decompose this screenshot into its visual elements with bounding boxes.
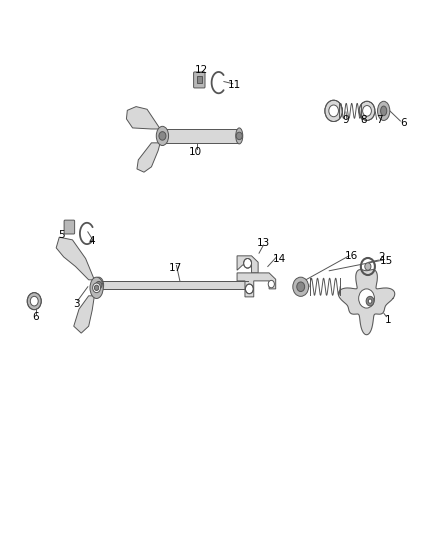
- Circle shape: [324, 100, 342, 122]
- Bar: [162, 129, 239, 143]
- Text: 5: 5: [58, 230, 65, 239]
- Circle shape: [159, 132, 166, 140]
- Ellipse shape: [90, 277, 103, 298]
- Text: 8: 8: [359, 116, 366, 125]
- Text: 12: 12: [194, 66, 207, 75]
- Ellipse shape: [235, 128, 242, 144]
- Text: 6: 6: [399, 118, 406, 127]
- Text: 3: 3: [73, 299, 80, 309]
- Bar: [197, 76, 202, 83]
- Text: 1: 1: [384, 315, 391, 325]
- Circle shape: [95, 281, 102, 289]
- Circle shape: [245, 284, 253, 294]
- Circle shape: [30, 296, 38, 306]
- Text: 4: 4: [88, 236, 95, 246]
- FancyBboxPatch shape: [193, 72, 205, 88]
- Text: 10: 10: [188, 147, 201, 157]
- Text: 14: 14: [272, 254, 285, 263]
- Polygon shape: [237, 256, 258, 273]
- Bar: [99, 281, 247, 289]
- Text: 11: 11: [228, 80, 241, 90]
- Circle shape: [236, 132, 242, 140]
- Circle shape: [292, 277, 308, 296]
- Circle shape: [296, 282, 304, 292]
- Text: 6: 6: [32, 312, 39, 322]
- Ellipse shape: [380, 106, 386, 116]
- Circle shape: [362, 106, 371, 116]
- Ellipse shape: [377, 101, 389, 120]
- Text: 7: 7: [375, 116, 382, 125]
- Circle shape: [358, 289, 374, 308]
- Ellipse shape: [94, 277, 103, 293]
- Polygon shape: [338, 270, 394, 335]
- Circle shape: [364, 263, 370, 270]
- Circle shape: [358, 101, 374, 120]
- Circle shape: [92, 283, 100, 293]
- Polygon shape: [56, 237, 94, 280]
- Polygon shape: [74, 296, 94, 333]
- Circle shape: [328, 105, 338, 117]
- Circle shape: [365, 296, 373, 306]
- Polygon shape: [126, 107, 160, 129]
- Circle shape: [94, 285, 99, 290]
- Ellipse shape: [156, 126, 168, 146]
- Circle shape: [243, 259, 251, 268]
- Text: 13: 13: [256, 238, 269, 247]
- Text: 16: 16: [344, 251, 357, 261]
- Circle shape: [27, 293, 41, 310]
- Text: 2: 2: [378, 252, 385, 262]
- FancyBboxPatch shape: [64, 220, 74, 234]
- Polygon shape: [237, 273, 275, 297]
- Circle shape: [367, 299, 371, 303]
- Polygon shape: [137, 143, 160, 172]
- Text: 17: 17: [169, 263, 182, 272]
- Text: 15: 15: [379, 256, 392, 266]
- Text: 9: 9: [341, 115, 348, 125]
- Circle shape: [268, 280, 274, 288]
